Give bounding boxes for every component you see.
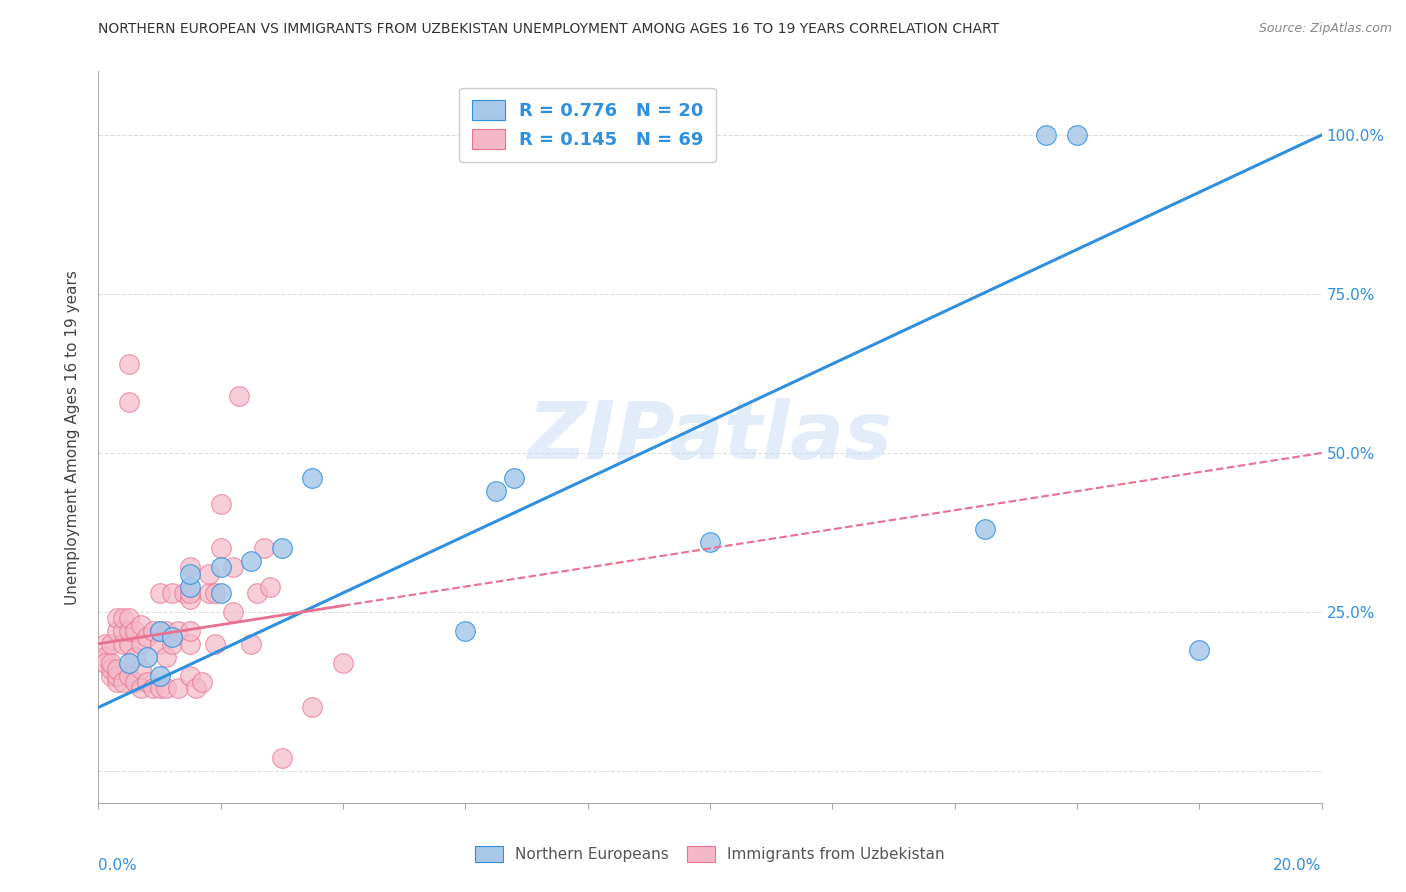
Point	[179, 624, 201, 638]
Y-axis label: Unemployment Among Ages 16 to 19 years: Unemployment Among Ages 16 to 19 years	[65, 269, 80, 605]
Point	[301, 471, 323, 485]
Point	[209, 497, 232, 511]
Point	[118, 668, 141, 682]
Point	[173, 586, 195, 600]
Point	[100, 656, 122, 670]
Point	[149, 668, 172, 682]
Point	[179, 560, 201, 574]
Point	[93, 637, 115, 651]
Point	[124, 624, 146, 638]
Point	[124, 649, 146, 664]
Point	[149, 624, 172, 638]
Point	[149, 586, 172, 600]
Point	[100, 668, 122, 682]
Point	[222, 560, 245, 574]
Point	[118, 637, 141, 651]
Point	[167, 624, 190, 638]
Point	[149, 624, 172, 638]
Point	[100, 662, 122, 676]
Point	[974, 522, 997, 536]
Point	[301, 700, 323, 714]
Point	[129, 617, 152, 632]
Point	[485, 484, 508, 499]
Point	[222, 605, 245, 619]
Point	[209, 560, 232, 574]
Point	[179, 668, 201, 682]
Point	[155, 649, 177, 664]
Point	[105, 624, 128, 638]
Point	[105, 611, 128, 625]
Point	[699, 535, 721, 549]
Point	[136, 675, 159, 690]
Point	[454, 624, 477, 638]
Point	[160, 631, 183, 645]
Point	[160, 586, 183, 600]
Point	[186, 681, 208, 696]
Point	[100, 637, 122, 651]
Point	[179, 586, 201, 600]
Point	[118, 357, 141, 371]
Point	[105, 662, 128, 676]
Point	[155, 681, 177, 696]
Point	[129, 662, 152, 676]
Point	[118, 624, 141, 638]
Point	[209, 541, 232, 556]
Point	[111, 637, 134, 651]
Point	[503, 471, 526, 485]
Point	[124, 675, 146, 690]
Point	[179, 637, 201, 651]
Point	[118, 395, 141, 409]
Point	[240, 637, 263, 651]
Legend: Northern Europeans, Immigrants from Uzbekistan: Northern Europeans, Immigrants from Uzbe…	[470, 839, 950, 868]
Text: Source: ZipAtlas.com: Source: ZipAtlas.com	[1258, 22, 1392, 36]
Point	[228, 389, 250, 403]
Point	[129, 681, 152, 696]
Point	[204, 586, 226, 600]
Point	[1188, 643, 1211, 657]
Point	[167, 681, 190, 696]
Point	[118, 656, 141, 670]
Text: 0.0%: 0.0%	[98, 858, 138, 872]
Point	[209, 586, 232, 600]
Text: 20.0%: 20.0%	[1274, 858, 1322, 872]
Point	[270, 751, 294, 765]
Point	[105, 675, 128, 690]
Point	[179, 566, 201, 581]
Text: NORTHERN EUROPEAN VS IMMIGRANTS FROM UZBEKISTAN UNEMPLOYMENT AMONG AGES 16 TO 19: NORTHERN EUROPEAN VS IMMIGRANTS FROM UZB…	[98, 22, 1000, 37]
Point	[155, 624, 177, 638]
Point	[204, 637, 226, 651]
Point	[93, 656, 115, 670]
Point	[1066, 128, 1088, 142]
Point	[111, 611, 134, 625]
Point	[111, 675, 134, 690]
Point	[160, 637, 183, 651]
Point	[197, 586, 219, 600]
Point	[259, 580, 281, 594]
Point	[332, 656, 354, 670]
Point	[149, 681, 172, 696]
Point	[118, 611, 141, 625]
Point	[136, 649, 159, 664]
Point	[252, 541, 274, 556]
Point	[270, 541, 294, 556]
Point	[1035, 128, 1057, 142]
Point	[105, 668, 128, 682]
Point	[142, 624, 165, 638]
Point	[111, 624, 134, 638]
Point	[197, 566, 219, 581]
Point	[136, 631, 159, 645]
Point	[246, 586, 269, 600]
Point	[93, 649, 115, 664]
Point	[179, 592, 201, 607]
Point	[240, 554, 263, 568]
Point	[191, 675, 214, 690]
Point	[142, 681, 165, 696]
Point	[149, 637, 172, 651]
Text: ZIPatlas: ZIPatlas	[527, 398, 893, 476]
Point	[179, 580, 201, 594]
Point	[129, 637, 152, 651]
